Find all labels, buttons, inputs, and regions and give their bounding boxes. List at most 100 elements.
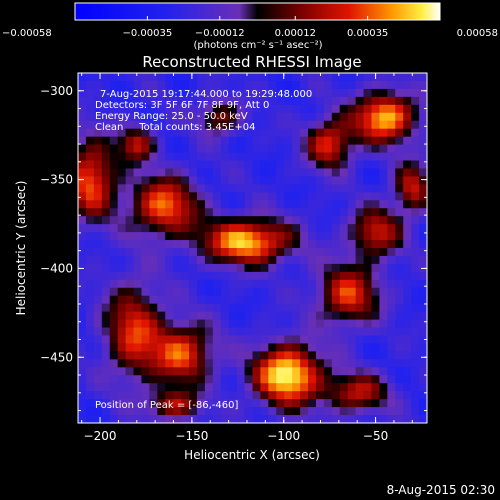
heatmap-cell (212, 104, 222, 114)
heatmap-cell (189, 271, 198, 281)
heatmap-cell (220, 208, 230, 217)
heatmap-cell (196, 248, 206, 257)
heatmap-cell (403, 208, 412, 217)
heatmap-cell (419, 112, 427, 122)
heatmap-cell (149, 327, 158, 336)
heatmap-cell (363, 184, 372, 193)
heatmap-cell (355, 192, 364, 201)
heatmap-cell (355, 96, 364, 106)
heatmap-cell (196, 160, 206, 169)
heatmap-cell (220, 271, 230, 281)
heatmap-cell (252, 208, 261, 217)
heatmap-cell (109, 311, 119, 320)
heatmap-cell (339, 263, 349, 273)
heatmap-cell (268, 216, 277, 225)
heatmap-cell (292, 160, 301, 169)
heatmap-cell (78, 88, 87, 98)
heatmap-cell (403, 232, 412, 241)
heatmap-cell (141, 128, 150, 138)
heatmap-cell (252, 88, 261, 98)
heatmap-cell (189, 375, 198, 384)
colorbar-unit-label: (photons cm⁻² s⁻¹ asec⁻²) (193, 40, 322, 51)
heatmap-cell (212, 391, 222, 400)
heatmap-cell (189, 407, 198, 416)
heatmap-cell (379, 216, 388, 225)
heatmap-cell (395, 391, 404, 400)
heatmap-cell (133, 216, 142, 225)
heatmap-cell (236, 255, 245, 265)
heatmap-cell (157, 271, 166, 281)
heatmap-cell (395, 152, 404, 161)
heatmap-cell (284, 248, 293, 257)
heatmap-cell (165, 287, 174, 297)
heatmap-cell (315, 343, 325, 352)
heatmap-cell (109, 224, 119, 233)
heatmap-cell (228, 136, 238, 145)
heatmap-cell (109, 295, 119, 305)
heatmap-cell (78, 80, 87, 90)
heatmap-cell (173, 104, 182, 114)
heatmap-cell (173, 383, 182, 392)
heatmap-cell (181, 184, 190, 193)
heatmap-cell (236, 136, 245, 145)
heatmap-cell (181, 399, 190, 408)
heatmap-cell (419, 271, 427, 281)
heatmap-cell (117, 295, 126, 305)
heatmap-cell (149, 335, 158, 344)
heatmap-cell (387, 160, 396, 169)
heatmap-cell (133, 73, 142, 82)
heatmap-cell (244, 248, 253, 257)
heatmap-cell (403, 73, 412, 82)
heatmap-cell (228, 168, 238, 177)
heatmap-cell (284, 263, 293, 273)
heatmap-cell (228, 73, 238, 82)
heatmap-cell (125, 168, 134, 177)
heatmap-cell (125, 303, 134, 313)
heatmap-cell (347, 208, 357, 217)
heatmap-cell (300, 311, 309, 320)
heatmap-cell (165, 335, 174, 344)
heatmap-cell (395, 295, 404, 305)
heatmap-cell (157, 311, 166, 320)
heatmap-cell (387, 216, 396, 225)
heatmap-cell (189, 240, 198, 249)
heatmap-cell (125, 128, 134, 138)
heatmap-cell (173, 80, 182, 90)
heatmap-cell (363, 279, 372, 289)
heatmap-cell (252, 192, 261, 201)
heatmap-cell (204, 367, 214, 376)
heatmap-cell (371, 351, 380, 360)
heatmap-cell (387, 295, 396, 305)
heatmap-cell (149, 192, 158, 201)
heatmap-cell (149, 279, 158, 289)
heatmap-cell (315, 88, 325, 98)
heatmap-cell (244, 319, 253, 328)
heatmap-cell (101, 303, 111, 313)
heatmap-cell (173, 232, 182, 241)
heatmap-cell (189, 287, 198, 297)
heatmap-cell (379, 327, 388, 336)
heatmap-cell (157, 407, 166, 416)
heatmap-cell (212, 327, 222, 336)
heatmap-cell (252, 216, 261, 225)
heatmap-cell (355, 120, 364, 130)
heatmap-cell (189, 383, 198, 392)
heatmap-cell (244, 160, 253, 169)
heatmap-cell (149, 383, 158, 392)
heatmap-cell (323, 279, 333, 289)
heatmap-cell (403, 407, 412, 416)
heatmap-cell (109, 200, 119, 209)
heatmap-cell (276, 240, 285, 249)
heatmap-cell (292, 383, 301, 392)
heatmap-cell (339, 367, 349, 376)
heatmap-cell (93, 407, 103, 416)
heatmap-cell (419, 184, 427, 193)
heatmap-cell (157, 120, 166, 130)
heatmap-cell (260, 96, 269, 106)
heatmap-cell (244, 200, 253, 209)
heatmap-cell (204, 120, 214, 130)
heatmap-cell (371, 319, 380, 328)
heatmap-cell (125, 415, 134, 423)
heatmap-cell (101, 208, 111, 217)
colorbar (74, 2, 441, 21)
